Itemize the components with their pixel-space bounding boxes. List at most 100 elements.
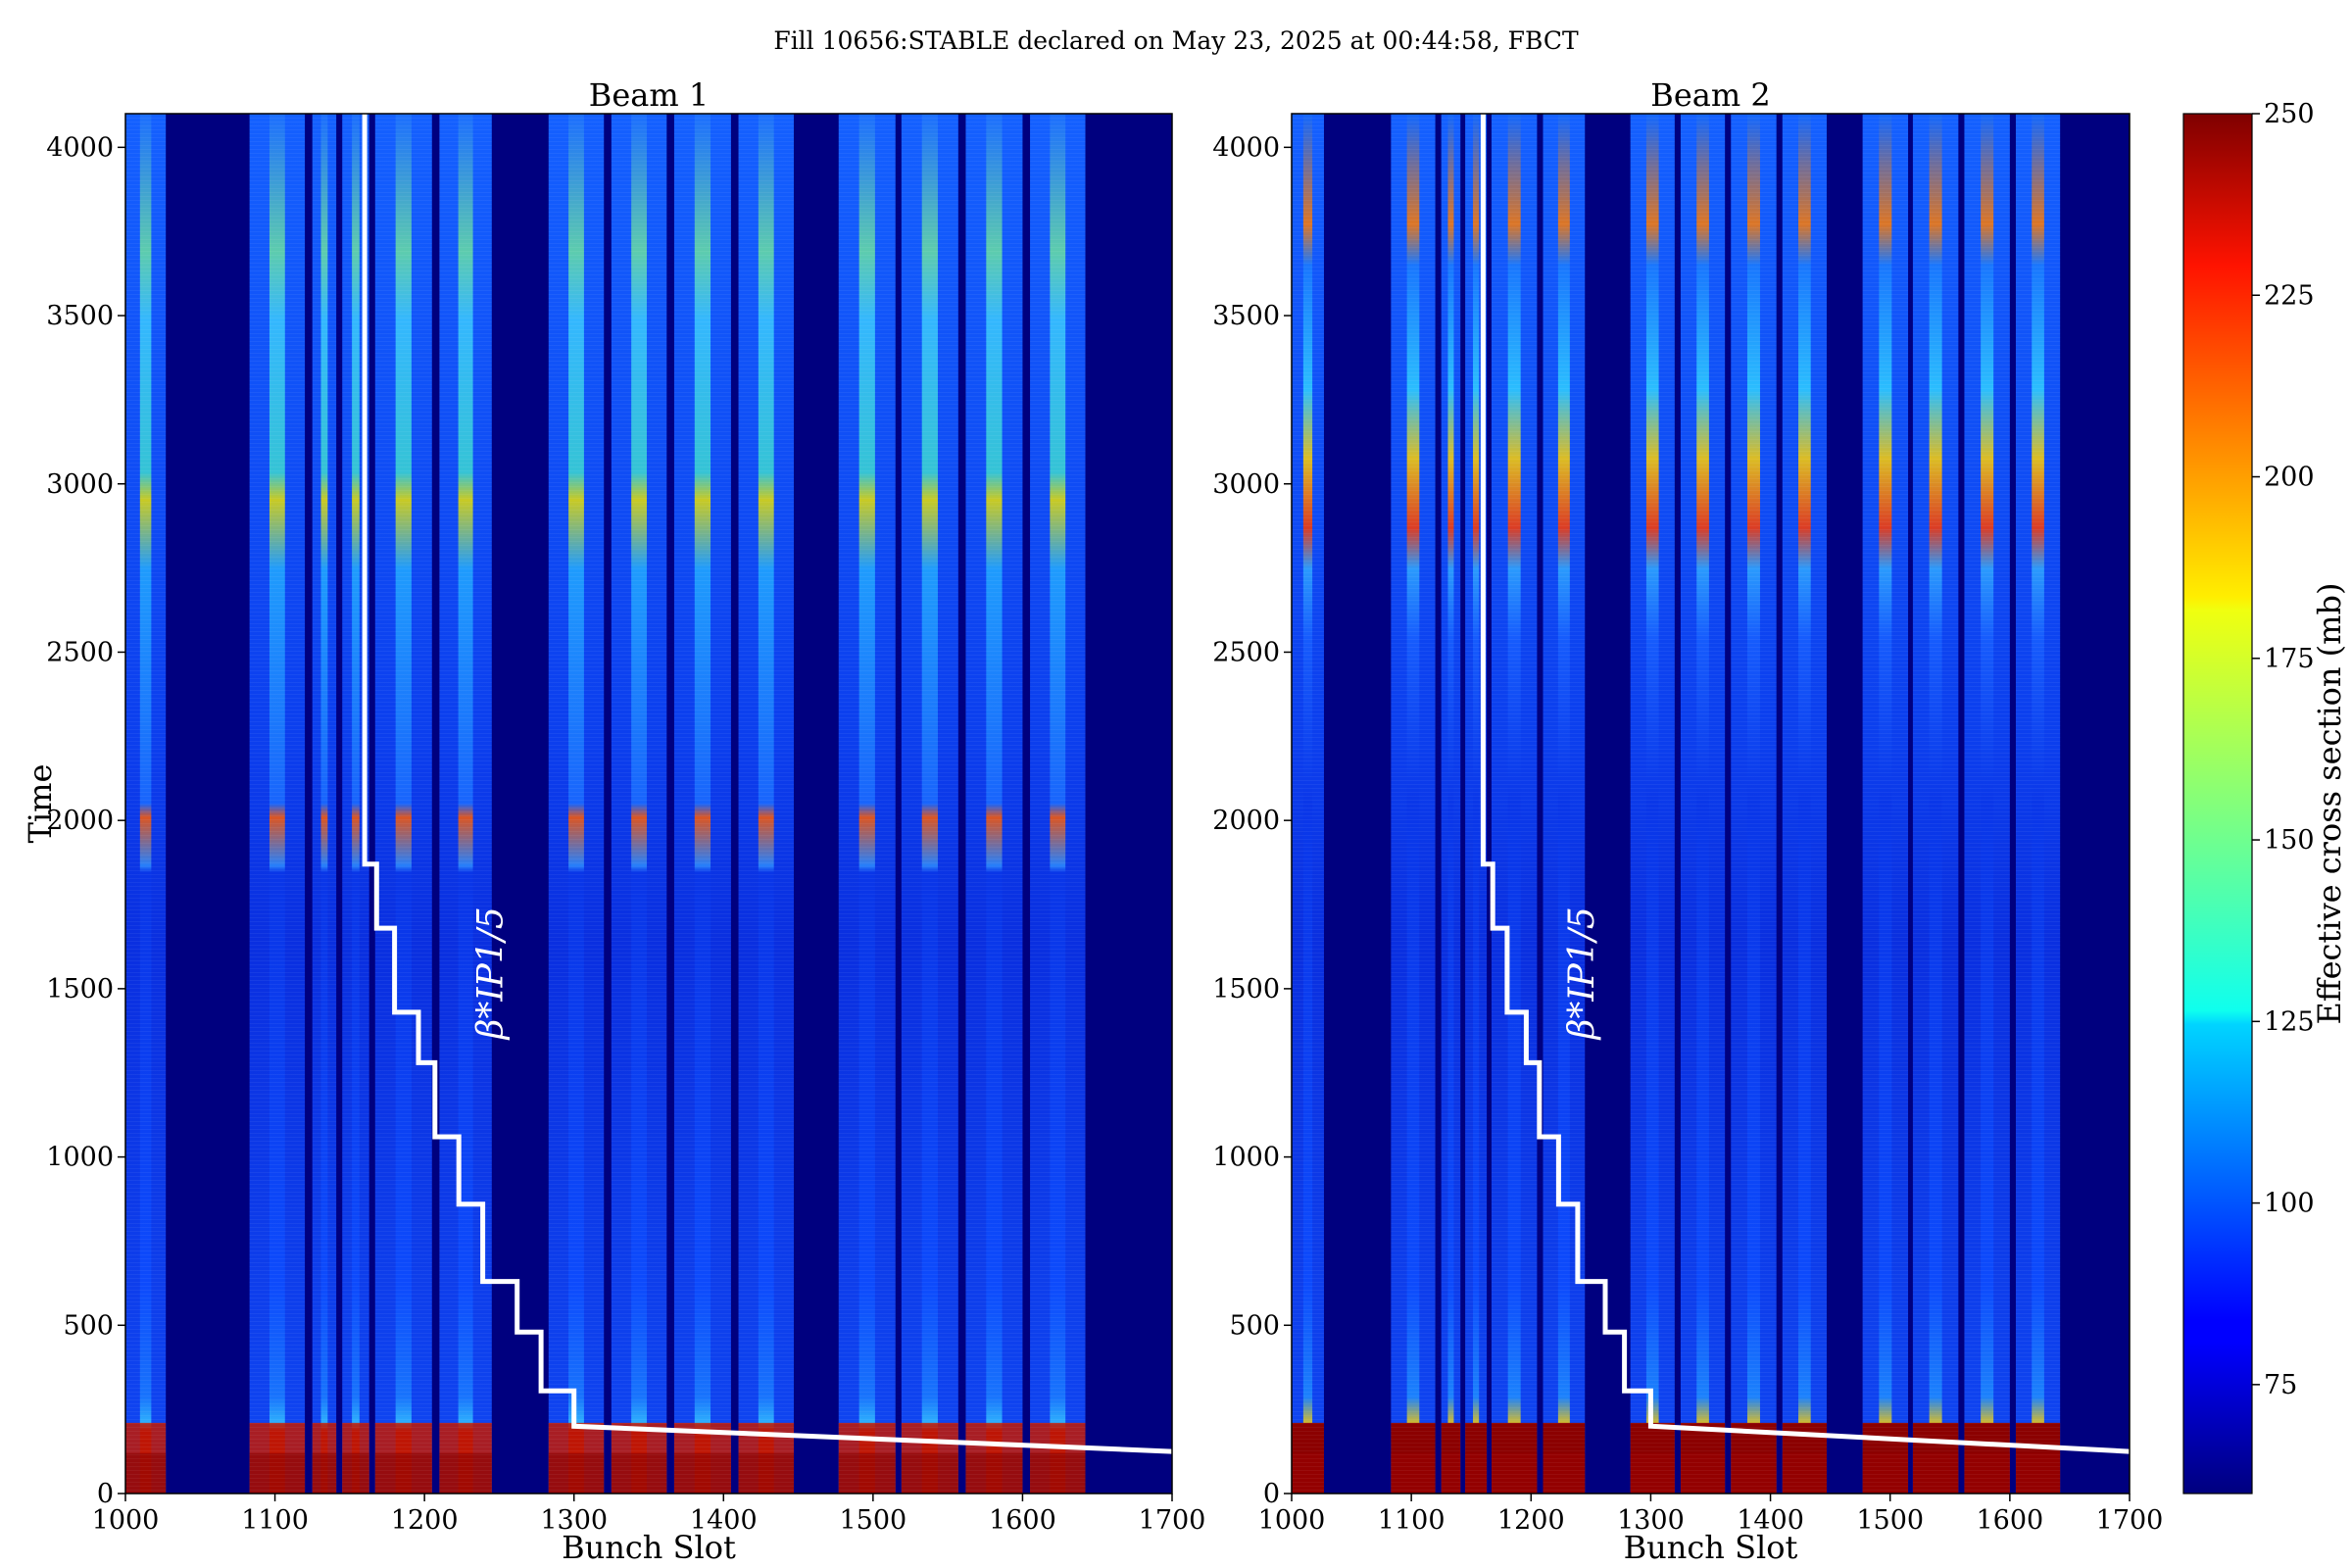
bunch-train: [611, 114, 667, 1494]
colorbar: Effective cross section (mb) 75 100 125 150…: [2182, 99, 2348, 1494]
colorbar-tick-label: 250: [2264, 99, 2315, 129]
x-axis-label: Bunch Slot: [562, 1529, 736, 1566]
x-tick-label: 1600: [1976, 1505, 2043, 1536]
y-tick-label: 3000: [1212, 469, 1280, 500]
bunch-train-texture: [965, 114, 1023, 1494]
x-axis-label: Bunch Slot: [1624, 1529, 1798, 1566]
bunch-train: [838, 114, 896, 1494]
bunch-train: [125, 114, 167, 1494]
bunch-train-texture: [439, 114, 492, 1494]
x-tick-label: 1500: [839, 1505, 906, 1536]
bunch-train: [738, 114, 794, 1494]
x-tick-label: 1600: [989, 1505, 1056, 1536]
bunch-train: [673, 114, 731, 1494]
bunch-train: [1543, 114, 1586, 1494]
beta-star-staircase: [362, 114, 1172, 1454]
bunch-train: [1630, 114, 1675, 1494]
x-tick-label: 1000: [92, 1505, 160, 1536]
y-tick-label: 3500: [46, 301, 114, 331]
x-tick-label: 1100: [1378, 1505, 1446, 1536]
bunch-train-texture: [1391, 114, 1436, 1494]
bunch-train-texture: [1912, 114, 1959, 1494]
bunch-train: [965, 114, 1023, 1494]
y-tick-label: 500: [1229, 1310, 1280, 1341]
bunch-train-texture: [1292, 114, 1324, 1494]
x-tick-label: 1000: [1258, 1505, 1326, 1536]
bunch-train-texture: [1543, 114, 1586, 1494]
bunch-train-texture: [1731, 114, 1777, 1494]
colorbar-tick-label: 225: [2264, 280, 2315, 311]
beta-star-annotation: β*IP1/5: [1562, 906, 1602, 1041]
y-tick-label: 1500: [46, 974, 114, 1004]
beta-star-staircase: [1480, 114, 2130, 1454]
y-tick-label: 4000: [1212, 132, 1280, 163]
figure-title: Fill 10656:STABLE declared on May 23, 20…: [773, 26, 1579, 55]
bunch-train: [439, 114, 492, 1494]
bunch-train: [312, 114, 337, 1494]
bunch-train-texture: [673, 114, 731, 1494]
bunch-train-texture: [1680, 114, 1726, 1494]
bunch-train-texture: [1030, 114, 1086, 1494]
y-axis-label: Time: [22, 764, 59, 844]
bunch-train-texture: [1441, 114, 1461, 1494]
plot-frame: [124, 113, 1173, 1494]
colorbar-tick-label: 75: [2264, 1370, 2297, 1400]
y-tick-label: 1000: [1212, 1143, 1280, 1173]
x-tick-label: 1200: [391, 1505, 459, 1536]
colorbar-tick-label: 200: [2264, 463, 2315, 493]
bunch-train-texture: [611, 114, 667, 1494]
colorbar-tick-label: 100: [2264, 1189, 2315, 1219]
bunch-train-texture: [249, 114, 306, 1494]
y-tick-label: 3500: [1212, 301, 1280, 331]
colorbar-tick-label: 125: [2264, 1006, 2315, 1037]
bunch-train: [1292, 114, 1324, 1494]
y-tick-label: 1000: [46, 1143, 114, 1173]
panel-title: Beam 2: [1650, 76, 1770, 114]
bunch-train-texture: [901, 114, 958, 1494]
y-tick-label: 3000: [46, 469, 114, 500]
bunch-train-texture: [1782, 114, 1827, 1494]
x-tick-label: 1500: [1856, 1505, 1924, 1536]
beam-2-panel: β*IP1/5 1000 1100 1200 1300 1400 1500 1600 1700 0…: [1212, 76, 2163, 1566]
x-tick-label: 1100: [241, 1505, 309, 1536]
heatmap-area: [125, 114, 1172, 1494]
bunch-train: [548, 114, 605, 1494]
bunch-train-texture: [548, 114, 605, 1494]
bunch-train-texture: [738, 114, 794, 1494]
heatmap-area: [1292, 114, 2130, 1494]
beta-star-annotation: β*IP1/5: [471, 906, 512, 1041]
bunch-train: [374, 114, 432, 1494]
bunch-train: [901, 114, 958, 1494]
bunch-train: [1782, 114, 1827, 1494]
bunch-train-texture: [838, 114, 896, 1494]
bunch-train: [1491, 114, 1538, 1494]
bunch-train-texture: [125, 114, 167, 1494]
x-tick-label: 1300: [1617, 1505, 1685, 1536]
beam-1-panel: β*IP1/5 1000 1100 1200 1300 1400 1500 1600 1700 0…: [22, 76, 1205, 1566]
x-tick-label: 1400: [1737, 1505, 1804, 1536]
plot-frame: [1291, 113, 2131, 1494]
x-tick-label: 1700: [1139, 1505, 1206, 1536]
bunch-train: [1391, 114, 1436, 1494]
x-tick-label: 1300: [540, 1505, 608, 1536]
bunch-train-texture: [312, 114, 337, 1494]
bunch-train: [1731, 114, 1777, 1494]
x-tick-label: 1700: [2096, 1505, 2164, 1536]
y-tick-label: 0: [1263, 1479, 1280, 1509]
bunch-train: [1441, 114, 1461, 1494]
bunch-train: [249, 114, 306, 1494]
bunch-train: [1912, 114, 1959, 1494]
y-tick-label: 2500: [46, 637, 114, 667]
colorbar-tick-label: 150: [2264, 825, 2315, 856]
bunch-train-texture: [1964, 114, 2010, 1494]
y-tick-label: 0: [97, 1479, 114, 1509]
colorbar-label: Effective cross section (mb): [2311, 583, 2348, 1025]
y-tick-label: 1500: [1212, 974, 1280, 1004]
y-tick-label: 2000: [1212, 806, 1280, 836]
y-tick-label: 500: [63, 1310, 114, 1341]
bunch-train: [2015, 114, 2061, 1494]
bunch-train: [1964, 114, 2010, 1494]
bunch-train: [1680, 114, 1726, 1494]
y-tick-label: 4000: [46, 132, 114, 163]
